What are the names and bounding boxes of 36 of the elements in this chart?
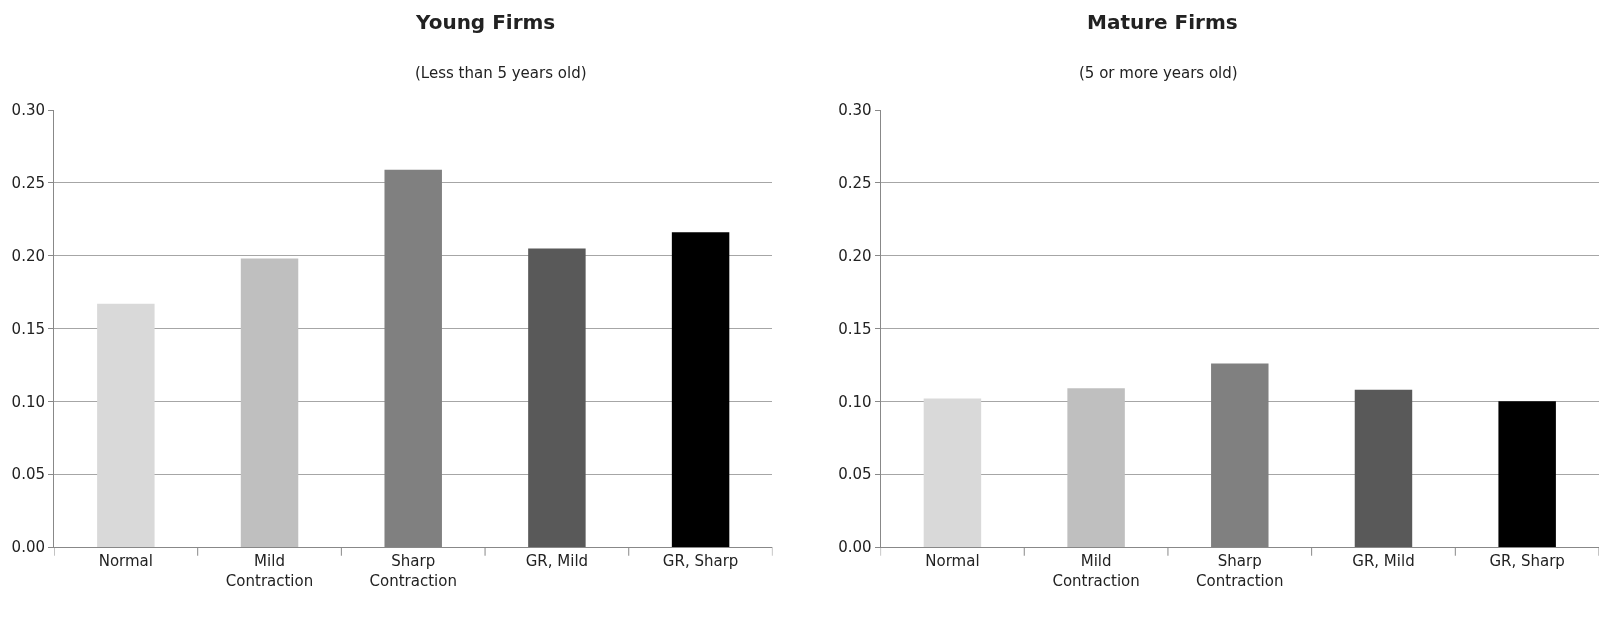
y-tick-label: 0.05	[11, 465, 45, 484]
bar	[923, 398, 982, 547]
bar	[528, 248, 586, 547]
bar	[240, 258, 299, 547]
x-tick-label: Sharp Contraction	[369, 552, 457, 590]
chart-title: Mature Firms	[1087, 10, 1238, 34]
x-tick-label: GR, Sharp	[662, 552, 739, 570]
bar	[97, 303, 155, 547]
x-tick-label: Sharp Contraction	[1196, 552, 1284, 590]
bar	[1067, 388, 1125, 547]
y-tick-label: 0.25	[11, 174, 45, 193]
bar	[1354, 389, 1413, 547]
y-tick-label: 0.05	[838, 465, 872, 484]
y-tick-label: 0.10	[11, 392, 45, 411]
x-tick-label: Normal	[98, 552, 153, 570]
y-tick-label: 0.00	[838, 538, 872, 557]
y-tick-label: 0.15	[838, 319, 872, 338]
x-tick-label: GR, Mild	[1352, 552, 1415, 570]
x-tick-label: GR, Sharp	[1489, 552, 1565, 570]
bar	[1498, 401, 1556, 547]
y-tick-label: 0.25	[838, 174, 872, 193]
bar	[671, 232, 730, 547]
y-tick-label: 0.10	[838, 392, 872, 411]
x-tick-label: Normal	[925, 552, 980, 570]
chart-subtitle: (5 or more years old)	[1079, 64, 1238, 82]
y-tick-label: 0.15	[11, 319, 45, 338]
y-tick-label: 0.20	[838, 246, 872, 265]
y-tick-label: 0.20	[11, 246, 45, 265]
y-tick-label: 0.30	[838, 101, 872, 120]
chart-subtitle: (Less than 5 years old)	[415, 64, 587, 82]
x-tick-label: GR, Mild	[525, 552, 589, 570]
x-tick-label: Mild Contraction	[225, 552, 314, 590]
y-tick-label: 0.00	[11, 538, 45, 557]
chart-title: Young Firms	[415, 10, 556, 34]
x-tick-label: Mild Contraction	[1052, 552, 1140, 590]
y-tick-label: 0.30	[11, 101, 45, 120]
